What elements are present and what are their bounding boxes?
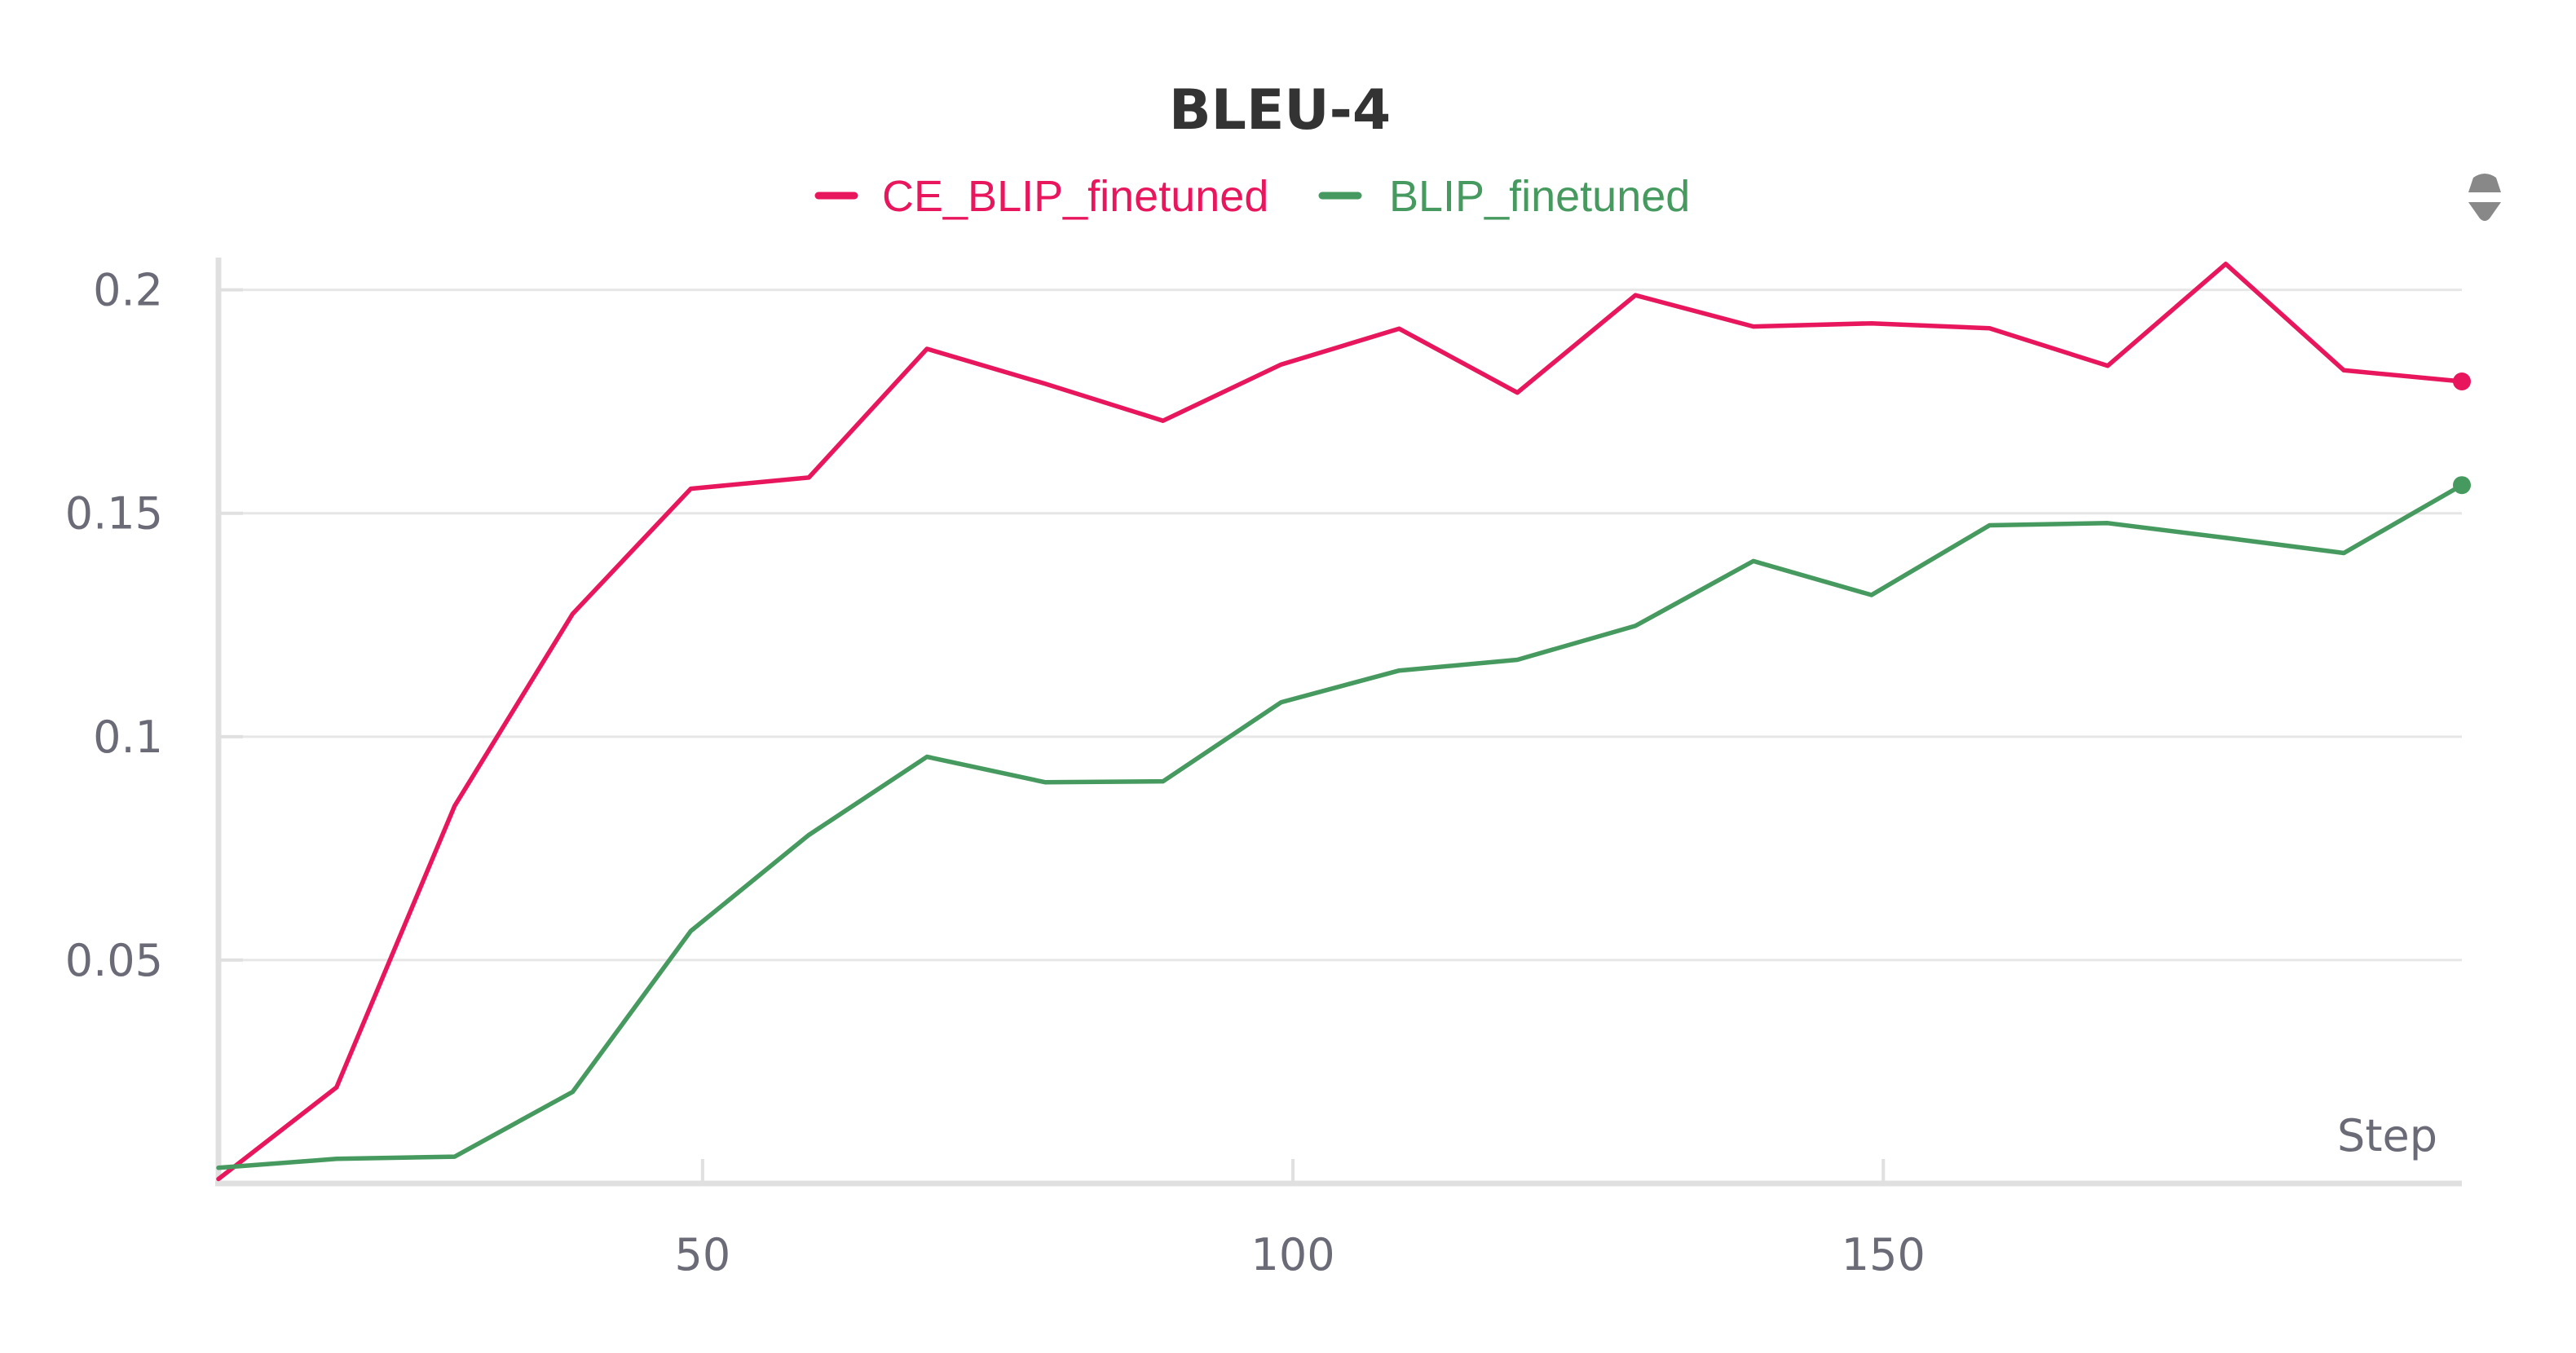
gridlines [218,289,2462,962]
x-tick-label: 100 [1251,1229,1335,1280]
series-line-CE_BLIP_finetuned[interactable] [216,262,2464,1182]
legend-item[interactable]: BLIP_finetuned [1318,172,1690,221]
series-end-marker [2453,372,2471,391]
drag-handle-icon[interactable] [2468,174,2501,221]
legend: CE_BLIP_finetuned BLIP_finetuned [814,172,1690,221]
y-tick-label: 0.15 [65,488,163,540]
y-tick-label: 0.1 [93,712,163,763]
x-axis: 50 100 150 [215,1159,2462,1280]
legend-label: CE_BLIP_finetuned [882,172,1268,221]
x-tick-label: 50 [674,1229,730,1280]
legend-label: BLIP_finetuned [1389,172,1690,221]
series-line-BLIP_finetuned[interactable] [216,483,2464,1170]
y-tick-label: 0.05 [65,935,163,986]
y-tick-label: 0.2 [93,265,163,316]
chart-title: BLEU-4 [1169,78,1391,143]
plot-area [216,262,2471,1182]
y-axis: 0.05 0.1 0.15 0.2 [65,258,243,1185]
x-tick-label: 150 [1842,1229,1925,1280]
series-end-marker [2453,476,2471,495]
legend-item[interactable]: CE_BLIP_finetuned [814,172,1268,221]
x-axis-title: Step [2337,1110,2437,1161]
